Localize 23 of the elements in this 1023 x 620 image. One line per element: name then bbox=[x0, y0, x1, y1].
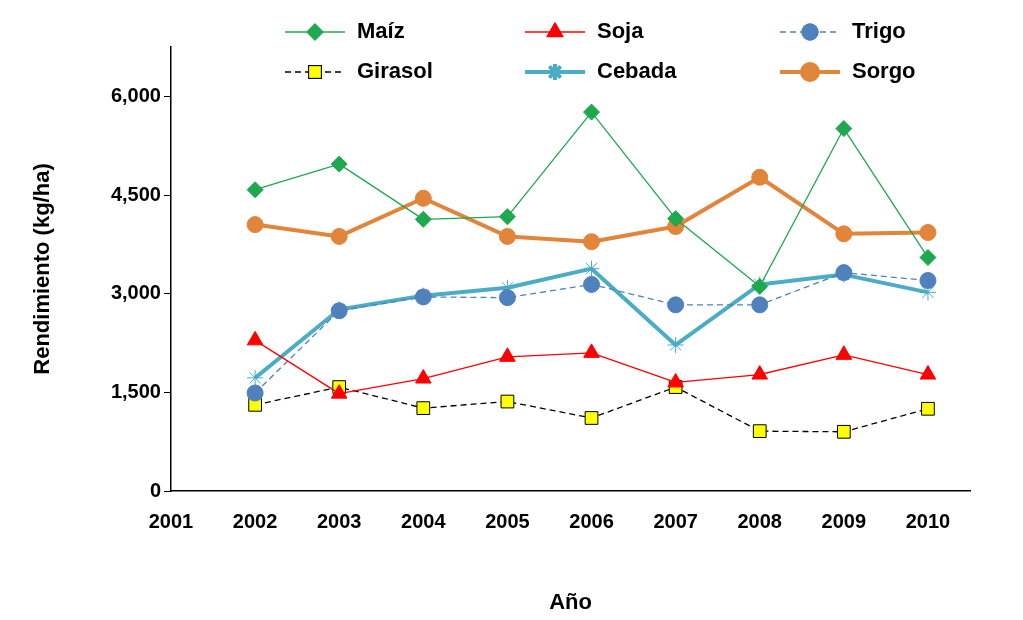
y-tick-label: 4,500 bbox=[110, 182, 161, 205]
legend-label: Maíz bbox=[357, 18, 405, 44]
legend-label: Cebada bbox=[597, 58, 678, 84]
y-axis-title: Rendimiento (kg/ha) bbox=[29, 163, 55, 375]
x-tick-label: 2007 bbox=[653, 509, 698, 532]
y-tick-label: 1,500 bbox=[110, 379, 161, 402]
y-tick-label: 3,000 bbox=[110, 281, 161, 304]
legend-label: Trigo bbox=[852, 18, 906, 44]
x-tick-label: 2009 bbox=[821, 509, 867, 532]
x-tick-label: 2003 bbox=[316, 509, 362, 532]
x-tick-label: 2002 bbox=[232, 509, 278, 532]
legend-label: Girasol bbox=[357, 58, 433, 84]
legend-label: Soja bbox=[597, 18, 645, 44]
x-tick-label: 2006 bbox=[569, 509, 614, 532]
y-tick-label: 6,000 bbox=[110, 83, 161, 106]
x-axis-title: Año bbox=[549, 588, 592, 614]
x-tick-label: 2001 bbox=[148, 509, 194, 532]
x-tick-label: 2010 bbox=[905, 509, 951, 532]
x-tick-label: 2004 bbox=[401, 509, 447, 532]
y-tick-label: 0 bbox=[149, 478, 161, 501]
legend-label: Sorgo bbox=[852, 58, 916, 84]
x-tick-label: 2005 bbox=[485, 509, 530, 532]
x-tick-label: 2008 bbox=[737, 509, 782, 532]
